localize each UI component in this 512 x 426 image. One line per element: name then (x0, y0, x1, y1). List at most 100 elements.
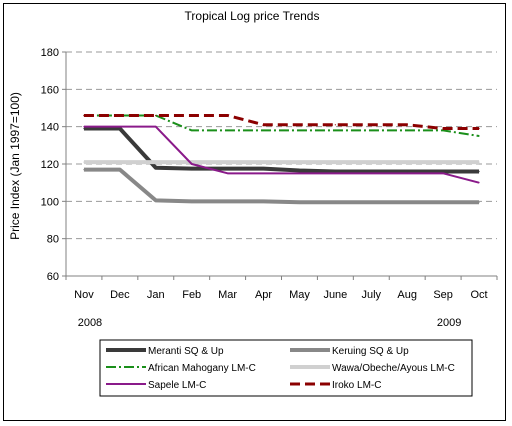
series-point (155, 161, 157, 163)
series-point (442, 170, 444, 173)
x-tick-label: Mar (218, 289, 237, 301)
series-point (191, 129, 193, 131)
series-point (119, 127, 121, 130)
legend: Meranti SQ & Up Keruing SQ & Up African Ma… (99, 339, 473, 397)
x-tick-label: Apr (255, 289, 272, 301)
series-point (298, 124, 301, 126)
x-tick-label: Jan (147, 289, 165, 301)
series-point (227, 172, 229, 174)
series-point (370, 161, 372, 163)
series-point (298, 172, 301, 174)
x-tick-label: Feb (182, 289, 201, 301)
series-point (406, 161, 408, 163)
series-point (119, 169, 121, 171)
series-line-3 (83, 114, 480, 137)
y-tick-label: 140 (41, 122, 59, 134)
series-point (334, 129, 336, 131)
series-point (155, 167, 157, 169)
series-point (155, 126, 157, 128)
chart-frame (3, 3, 506, 421)
y-tick-label: 60 (47, 271, 59, 283)
series-point (442, 161, 444, 163)
series-line-5 (83, 125, 480, 184)
series-point (370, 172, 372, 174)
series-point (191, 114, 193, 117)
legend-box (99, 339, 473, 397)
series-point (227, 114, 229, 117)
x-tick-label: June (323, 289, 347, 301)
series-point (262, 161, 265, 163)
series-point (334, 161, 336, 163)
series-line-1 (83, 126, 480, 174)
y-axis-label: Price Index (Jan 1997=100) (8, 92, 22, 240)
series-point (83, 169, 85, 171)
series-point (227, 168, 229, 170)
y-tick-label: 160 (41, 84, 59, 96)
series-point (478, 135, 480, 137)
series-point (478, 161, 480, 163)
series-point (155, 114, 157, 117)
legend-label: Iroko LM-C (332, 380, 381, 391)
legend-label: Sapele LM-C (148, 380, 206, 391)
legend-label: Wawa/Obeche/Ayous LM-C (332, 363, 455, 374)
series-point (227, 129, 229, 131)
series-point (370, 124, 372, 126)
series-point (83, 126, 85, 128)
year-label: 2008 (78, 317, 102, 329)
series-point (370, 129, 372, 131)
series-point (262, 129, 265, 131)
series-point (442, 127, 444, 130)
series-point (262, 168, 265, 170)
y-tick-label: 100 (41, 196, 59, 208)
series-point (298, 129, 301, 131)
series-point (370, 170, 372, 173)
series-point (334, 172, 336, 174)
series-point (406, 170, 408, 173)
series-point (370, 201, 372, 203)
y-tick-label: 180 (41, 47, 59, 59)
legend-label: Meranti SQ & Up (148, 346, 224, 357)
series-line-6 (83, 113, 480, 131)
series-point (442, 129, 444, 131)
y-tick-label: 80 (47, 234, 59, 246)
series-point (191, 163, 193, 165)
legend-label: African Mahogany LM-C (148, 363, 256, 374)
series-point (83, 127, 85, 130)
x-tick-label: Aug (397, 289, 417, 301)
y-tick-label: 120 (41, 159, 59, 171)
x-tick-label: May (289, 289, 310, 301)
series-point (478, 170, 480, 173)
series-point (298, 201, 301, 203)
legend-label: Keruing SQ & Up (332, 346, 409, 357)
series-point (191, 168, 193, 170)
series-point (406, 129, 408, 131)
series-point (298, 161, 301, 163)
series-point (478, 127, 480, 130)
series-point (406, 172, 408, 174)
series-point (262, 172, 265, 174)
series-point (262, 124, 265, 126)
series-line-2 (83, 167, 480, 205)
series-point (334, 170, 336, 173)
series-point (334, 124, 336, 126)
x-tick-label: Sep (433, 289, 453, 301)
series-point (406, 201, 408, 203)
series-point (334, 201, 336, 203)
series-point (83, 114, 85, 117)
series-point (119, 161, 121, 163)
series-point (478, 201, 480, 203)
series-point (155, 199, 157, 201)
series-point (442, 201, 444, 203)
series-point (478, 182, 480, 184)
series-point (83, 161, 85, 163)
series-point (227, 161, 229, 163)
series-point (119, 126, 121, 128)
x-tick-label: Dec (110, 289, 130, 301)
x-tick-label: Nov (74, 289, 94, 301)
series-point (298, 169, 301, 172)
series-point (442, 172, 444, 174)
series-point (406, 124, 408, 126)
year-label: 2009 (437, 317, 461, 329)
series-point (119, 114, 121, 117)
